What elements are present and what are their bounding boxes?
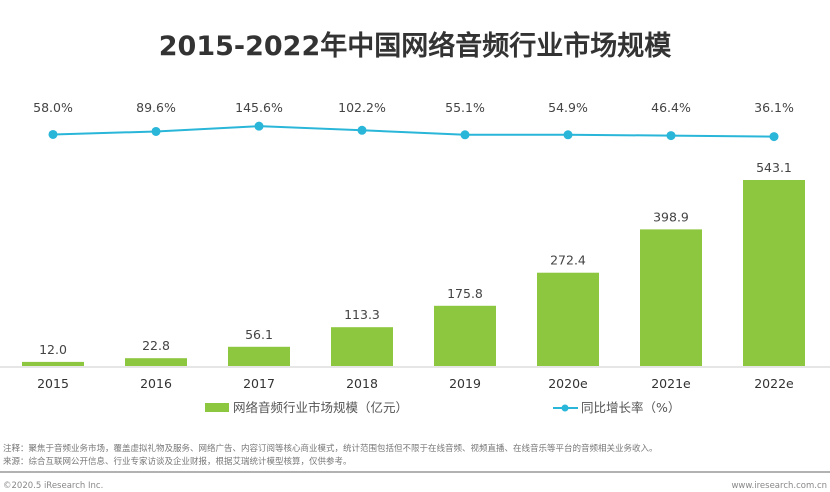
legend-line-marker — [561, 404, 569, 412]
bar-value-label: 398.9 — [653, 209, 689, 224]
x-tick-label: 2019 — [449, 376, 481, 391]
rate-value-label: 58.0% — [33, 100, 73, 115]
line-point — [666, 131, 676, 141]
chart-title: 2015-2022年中国网络音频行业市场规模 — [159, 30, 672, 62]
rate-value-label: 54.9% — [548, 100, 588, 115]
rate-value-label: 89.6% — [136, 100, 176, 115]
bar — [331, 327, 393, 366]
rate-value-label: 36.1% — [754, 100, 794, 115]
line-point — [460, 130, 470, 140]
bar — [125, 358, 187, 366]
line-point — [254, 121, 264, 131]
bar — [228, 346, 290, 366]
bar — [22, 361, 84, 366]
bar-value-label: 113.3 — [344, 307, 380, 322]
bar — [743, 180, 805, 366]
x-tick-label: 2017 — [243, 376, 275, 391]
line-point — [48, 129, 58, 139]
bar-value-label: 22.8 — [142, 338, 170, 353]
website: www.iresearch.com.cn — [731, 481, 827, 491]
x-tick-label: 2020e — [548, 376, 588, 391]
copyright: ©2020.5 iResearch Inc. — [3, 481, 103, 491]
x-tick-label: 2021e — [651, 376, 691, 391]
x-tick-label: 2016 — [140, 376, 172, 391]
line-point — [563, 130, 573, 140]
note-text: 注释：聚焦于音频业务市场，覆盖虚拟礼物及服务、网络广告、内容订阅等核心商业模式，… — [3, 443, 658, 454]
source-text: 来源：综合互联网公开信息、行业专家访谈及企业财报，根据艾瑞统计模型核算，仅供参考… — [3, 456, 352, 467]
legend-bar-swatch — [205, 403, 229, 412]
legend-bar-label: 网络音频行业市场规模（亿元） — [233, 400, 408, 415]
bar — [434, 305, 496, 366]
legend-line-label: 同比增长率（%） — [581, 400, 680, 415]
x-tick-label: 2018 — [346, 376, 378, 391]
rate-value-label: 46.4% — [651, 100, 691, 115]
bar-value-label: 175.8 — [447, 286, 483, 301]
bar-value-label: 543.1 — [756, 160, 792, 175]
rate-value-label: 145.6% — [235, 100, 283, 115]
bar-value-label: 56.1 — [245, 327, 273, 342]
legend: 网络音频行业市场规模（亿元） 同比增长率（%） — [205, 400, 680, 415]
x-tick-label: 2015 — [37, 376, 69, 391]
bar-value-label: 12.0 — [39, 342, 67, 357]
bar — [640, 229, 702, 366]
bar — [537, 272, 599, 366]
line-point — [769, 132, 779, 142]
growth-rate-line — [52, 125, 775, 138]
rate-value-label: 102.2% — [338, 100, 386, 115]
line-point — [151, 126, 161, 136]
rate-value-label: 55.1% — [445, 100, 485, 115]
bar-value-label: 272.4 — [550, 253, 586, 268]
x-tick-label: 2022e — [754, 376, 794, 391]
line-point — [357, 125, 367, 135]
